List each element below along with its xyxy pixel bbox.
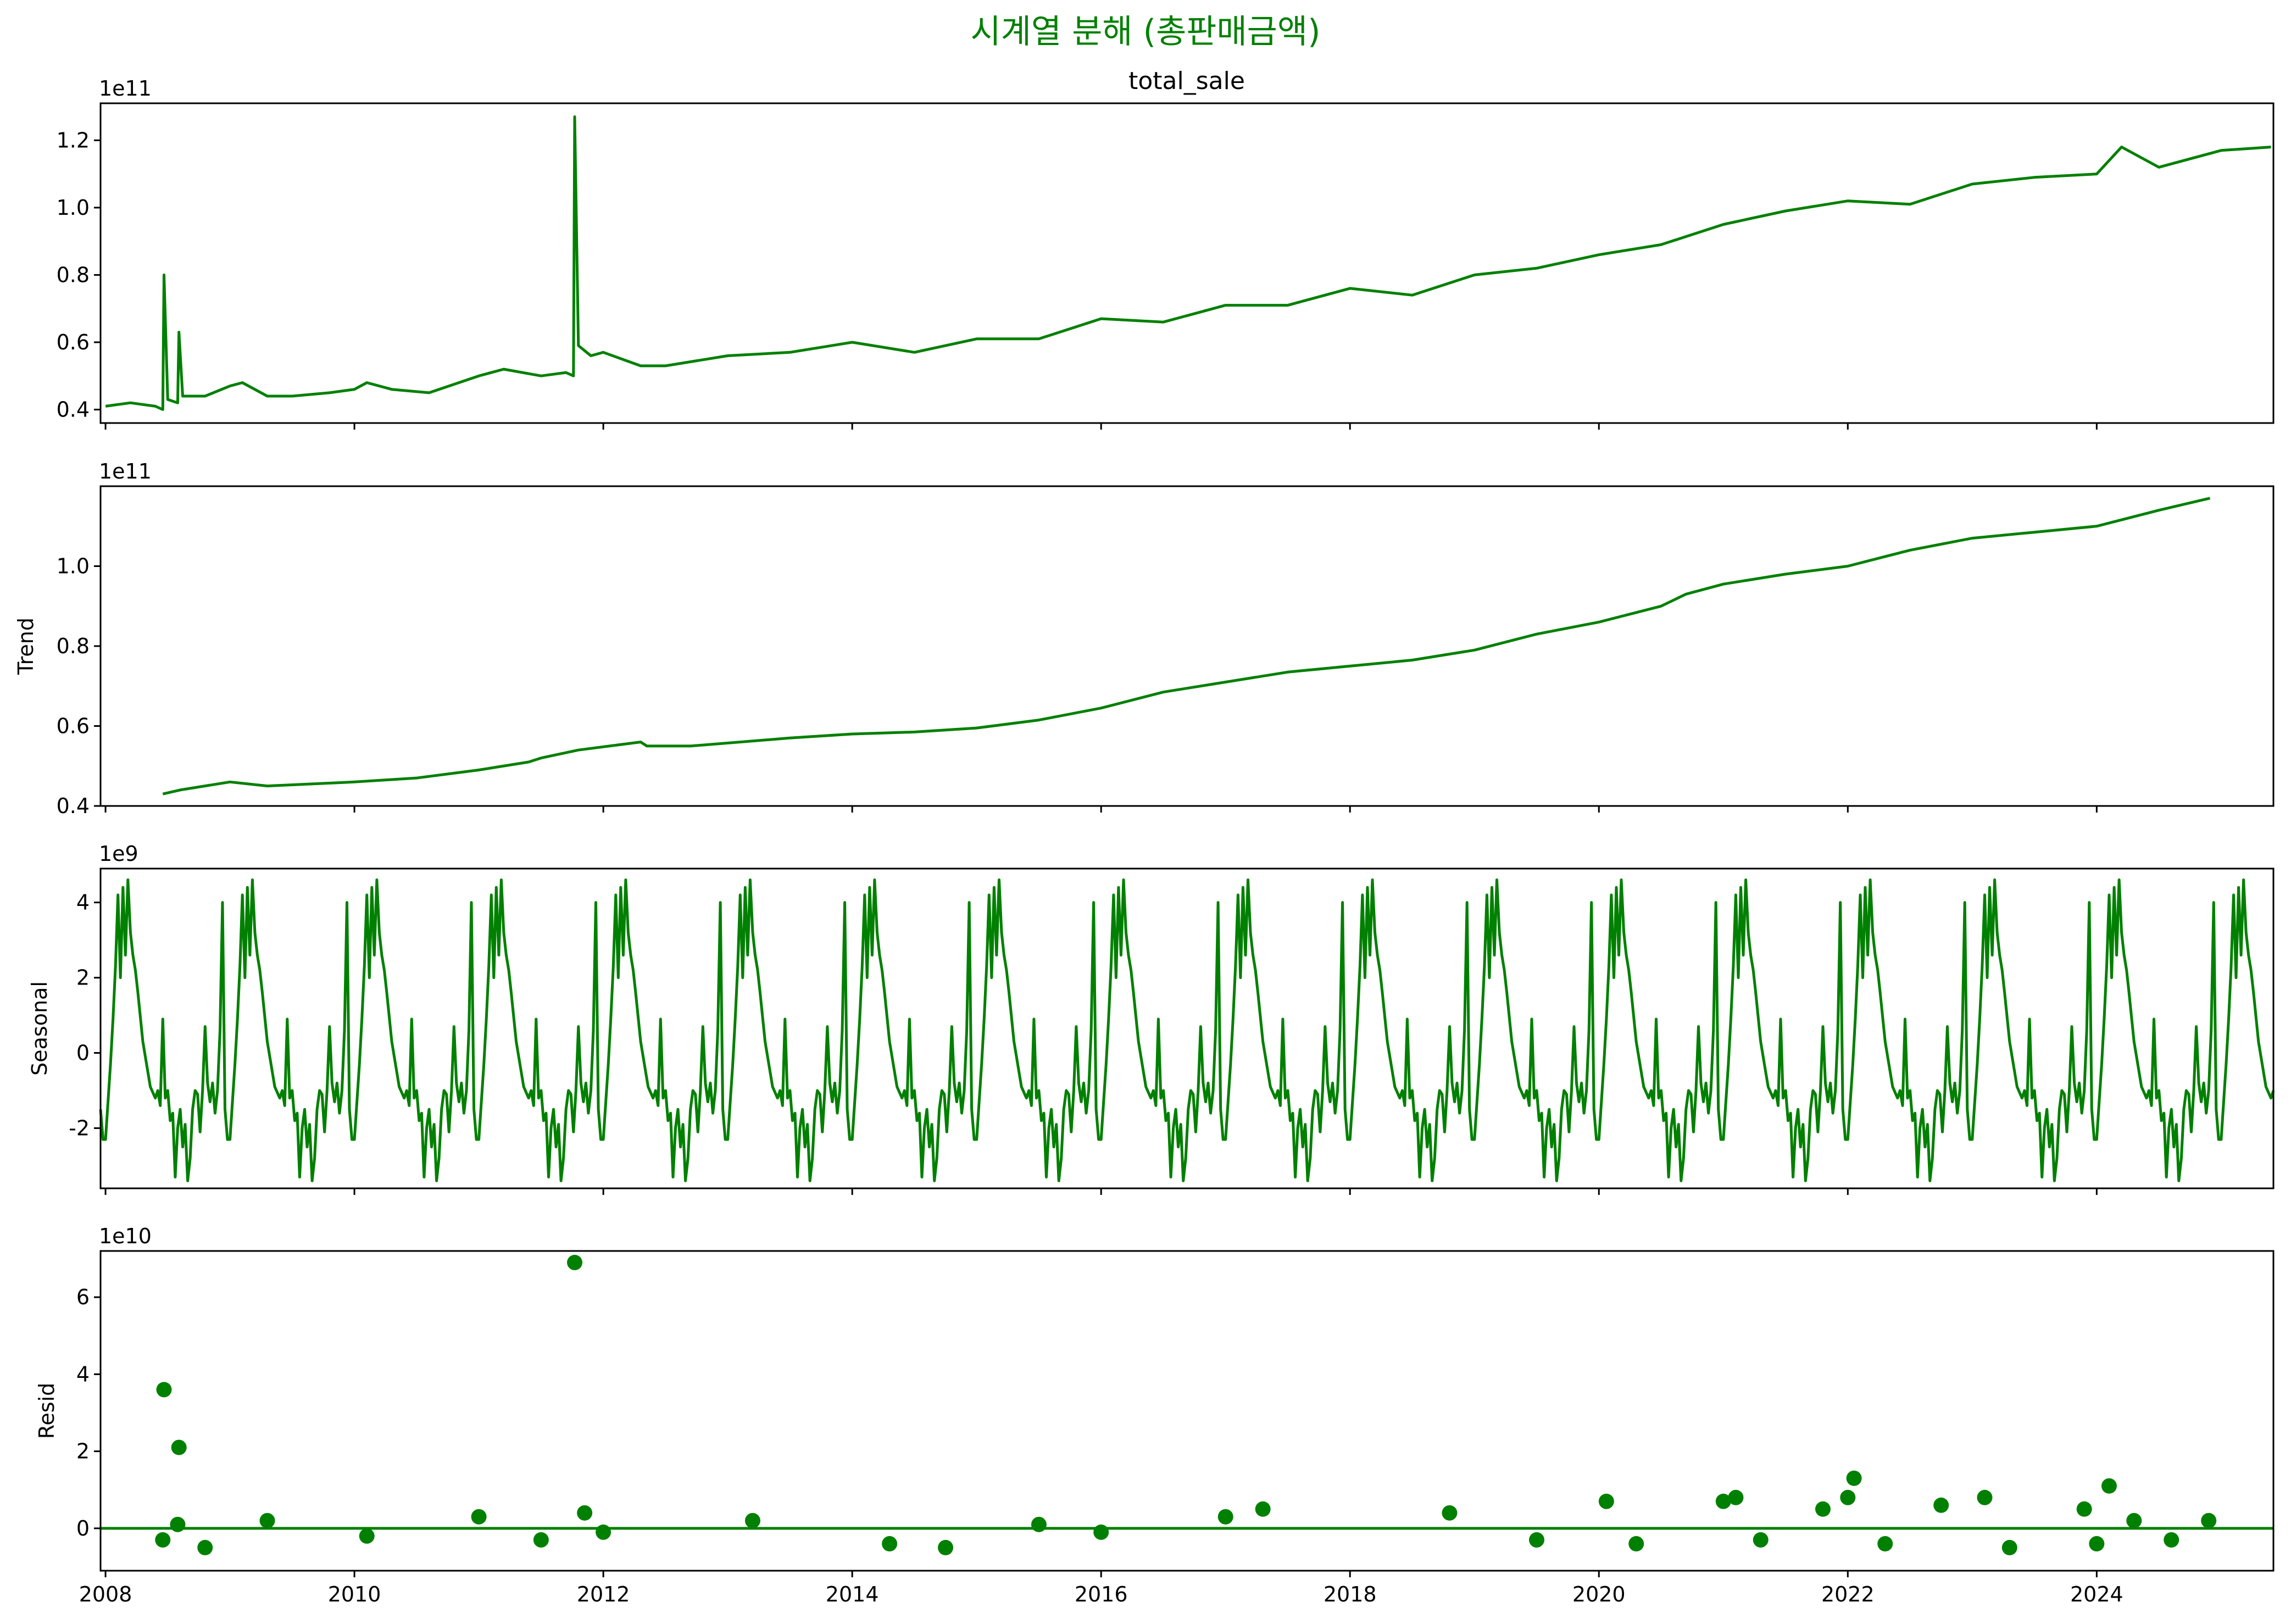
panel-seasonal-ylabel: Seasonal [27, 981, 52, 1076]
panel-trend: 1e11 Trend 0.4 0.6 0.8 1.0 [14, 459, 2275, 818]
panel-trend-ylabel: Trend [14, 618, 38, 675]
resid-point [1628, 1536, 1644, 1551]
resid-point [197, 1539, 213, 1555]
xtick-label: 2018 [1324, 1582, 1377, 1606]
resid-point [1728, 1489, 1744, 1505]
xtick-label: 2008 [79, 1582, 132, 1606]
resid-point [567, 1255, 583, 1271]
resid-point [533, 1532, 549, 1548]
seasonal-series-line [99, 878, 2275, 1182]
resid-point [171, 1439, 187, 1455]
resid-point [2101, 1478, 2117, 1494]
resid-point [1715, 1493, 1731, 1509]
resid-point [882, 1536, 898, 1551]
resid-point [938, 1539, 954, 1555]
panel-resid-ylabel: Resid [35, 1383, 59, 1439]
xtick-label: 2024 [2070, 1582, 2123, 1606]
xtick-label: 2014 [826, 1582, 879, 1606]
panel-seasonal-offset: 1e9 [99, 842, 138, 866]
resid-point [1840, 1489, 1856, 1505]
ytick-label: 6 [76, 1285, 90, 1309]
resid-point [1598, 1493, 1614, 1509]
resid-point [259, 1512, 275, 1528]
resid-point [156, 1382, 172, 1398]
ytick-label: 2 [76, 1439, 90, 1464]
panel-resid-xticks: 2008 2010 2012 2014 2016 2018 2020 2022 2024 [79, 1571, 2123, 1606]
resid-point [1093, 1524, 1109, 1540]
resid-point [1753, 1532, 1769, 1548]
panel-resid-frame [99, 1250, 2275, 1572]
resid-point [1217, 1509, 1233, 1525]
resid-point [2089, 1536, 2105, 1551]
ytick-label: 0.8 [57, 263, 90, 287]
resid-dots [155, 1255, 2217, 1555]
xtick-label: 2022 [1821, 1582, 1875, 1606]
panel-observed-offset: 1e11 [99, 76, 152, 101]
resid-point [1977, 1489, 1993, 1505]
panel-observed-yticks: 0.4 0.6 0.8 1.0 1.2 [57, 128, 101, 421]
resid-point [1877, 1536, 1893, 1551]
ytick-label: 0.4 [57, 397, 90, 421]
figure-suptitle: 시계열 분해 (총판매금액) [971, 13, 1321, 51]
observed-series-line [105, 115, 2271, 411]
panel-trend-xticks [104, 806, 2098, 813]
ytick-label: 0.8 [57, 634, 90, 658]
resid-point [1815, 1501, 1831, 1517]
resid-point [1442, 1505, 1458, 1521]
resid-point [1031, 1516, 1047, 1532]
ytick-label: 1.2 [57, 128, 90, 152]
resid-point [471, 1509, 487, 1525]
panel-seasonal: 1e9 Seasonal -2 0 2 4 [27, 842, 2275, 1195]
ytick-label: 0.6 [57, 714, 90, 738]
resid-point [2164, 1532, 2179, 1548]
xtick-label: 2010 [328, 1582, 381, 1606]
ytick-label: 1.0 [57, 554, 90, 579]
panel-trend-frame [99, 485, 2275, 807]
xtick-label: 2012 [577, 1582, 630, 1606]
xtick-label: 2016 [1075, 1582, 1128, 1606]
panel-resid-yticks: 0 2 4 6 [76, 1285, 101, 1540]
resid-point [744, 1512, 760, 1528]
resid-point [2001, 1539, 2017, 1555]
ytick-label: 1.0 [57, 196, 90, 220]
panel-trend-yticks: 0.4 0.6 0.8 1.0 [57, 554, 101, 818]
resid-point [359, 1528, 375, 1544]
panel-observed: total_sale 1e11 0.4 0.6 0.8 1.0 1.2 [57, 67, 2275, 430]
resid-point [1529, 1532, 1545, 1548]
ytick-label: 4 [76, 1362, 90, 1386]
panel-observed-title: total_sale [1128, 67, 1245, 95]
ytick-label: 2 [76, 966, 90, 990]
resid-point [170, 1516, 186, 1532]
ytick-label: 0.6 [57, 330, 90, 354]
panel-resid-offset: 1e10 [99, 1224, 152, 1248]
ytick-label: 4 [76, 891, 90, 915]
resid-point [577, 1505, 593, 1521]
resid-point [1846, 1470, 1862, 1486]
ytick-label: 0 [76, 1041, 90, 1065]
ytick-label: -2 [69, 1116, 90, 1140]
resid-point [1933, 1497, 1949, 1513]
resid-point [2076, 1501, 2092, 1517]
panel-trend-offset: 1e11 [99, 459, 152, 483]
trend-series-line [162, 497, 2211, 796]
panel-seasonal-yticks: -2 0 2 4 [69, 891, 101, 1140]
panel-observed-xticks [104, 423, 2098, 430]
resid-point [155, 1532, 171, 1548]
panel-seasonal-frame [99, 867, 2275, 1189]
panel-observed-frame [99, 102, 2275, 424]
resid-point [596, 1524, 611, 1540]
resid-point [1255, 1501, 1271, 1517]
resid-point [2201, 1512, 2217, 1528]
ytick-label: 0 [76, 1516, 90, 1540]
ytick-label: 0.4 [57, 794, 90, 818]
panel-seasonal-xticks [104, 1188, 2098, 1195]
xtick-label: 2020 [1572, 1582, 1626, 1606]
resid-point [2126, 1512, 2142, 1528]
panel-resid: 1e10 Resid 0 2 4 6 2008 2010 2012 2014 2016 2018… [35, 1224, 2275, 1606]
